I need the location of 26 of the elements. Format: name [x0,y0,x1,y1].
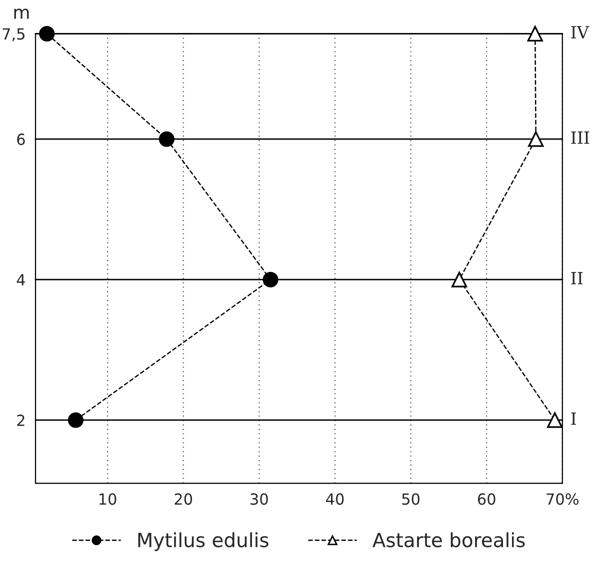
y-tick-label: 6 [17,134,25,146]
legend-label: Astarte borealis [372,532,525,548]
point [158,131,174,147]
x-tick-label: 20 [174,493,192,505]
x-tick-label: 40 [326,493,344,505]
ref-line-label: III [571,132,590,144]
y-tick-label: 2 [17,414,24,426]
point [528,131,544,147]
x-tick-label: 50 [402,493,420,505]
legend-label: Mytilus edulis [138,532,268,552]
y-tick-label: 4 [16,274,25,286]
point [452,272,468,288]
x-tick-label: 70% [546,493,579,505]
ref-line-label: IV [571,26,590,38]
x-tick-label: 60 [478,493,496,505]
point [527,26,543,42]
point [262,272,278,288]
ref-line-label: I [571,412,576,425]
ref-line-label: II [571,272,583,284]
y-tick-label: 7,5 [2,28,24,42]
y-axis-title: m [14,8,29,19]
point [39,26,55,42]
x-tick-label: 10 [99,493,116,505]
x-tick-label: 30 [250,493,268,505]
point [547,412,563,428]
point [68,412,84,428]
